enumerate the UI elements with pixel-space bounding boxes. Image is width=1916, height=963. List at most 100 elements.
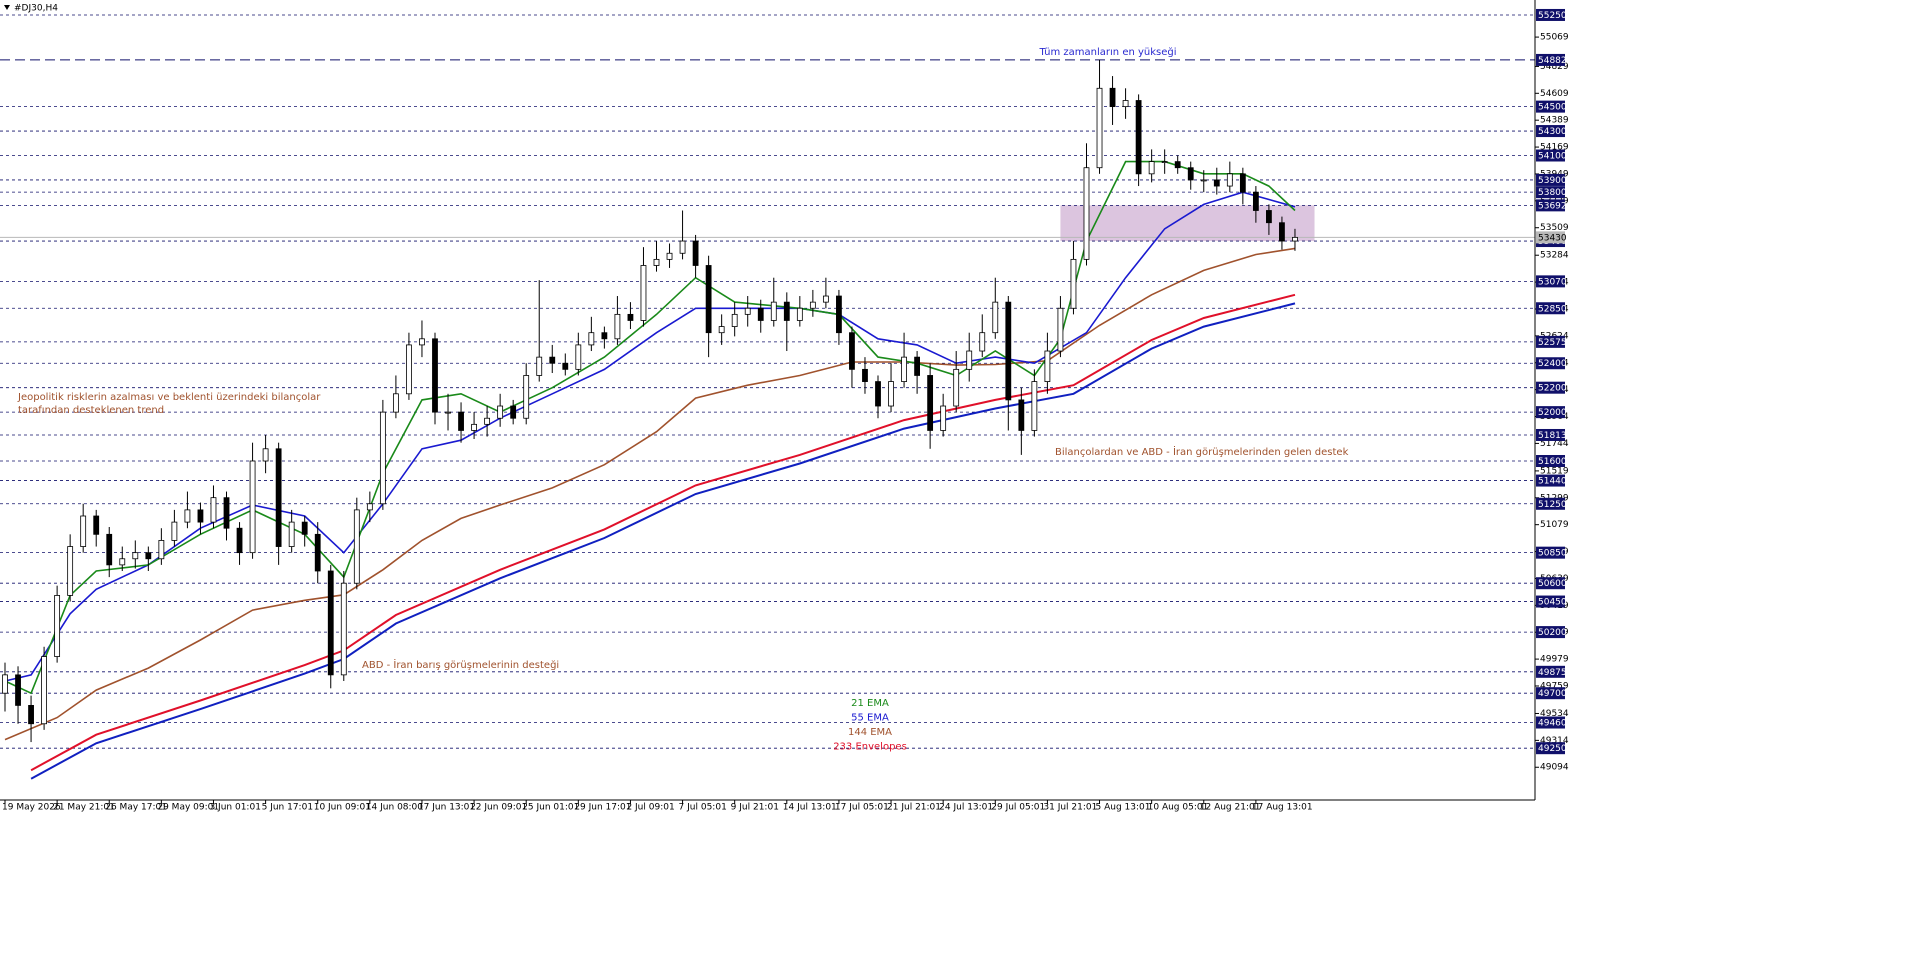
level-label: 51813: [1538, 431, 1567, 441]
support-zone: [1060, 205, 1315, 242]
candle-body: [901, 356, 907, 382]
level-label: 52200: [1538, 384, 1567, 394]
level-label: 53692: [1538, 201, 1567, 211]
candle-body: [1148, 161, 1155, 175]
level-label-box: [1536, 577, 1565, 590]
candle-body: [653, 258, 660, 266]
y-tick-label: 54169: [1540, 143, 1569, 153]
x-tick-label: 17 Jun 13:01: [418, 803, 475, 813]
candle-body: [836, 295, 842, 334]
level-label: 51600: [1538, 457, 1567, 467]
x-tick-label: 25 Jun 01:01: [522, 803, 579, 813]
level-label-box: [1536, 687, 1565, 700]
x-tick-label: 3 Jun 01:01: [209, 803, 260, 813]
x-tick-label: 9 Jul 21:01: [731, 803, 779, 813]
candle-body: [366, 503, 373, 511]
candle-body: [1122, 100, 1129, 108]
candle-body: [484, 417, 491, 425]
level-label-box: [1536, 357, 1565, 370]
level-label-box: [1536, 302, 1565, 315]
x-tick-label: 17 Aug 13:01: [1252, 803, 1313, 813]
level-label: 51440: [1538, 477, 1567, 487]
y-tick-label: 51744: [1540, 439, 1569, 449]
candle-body: [796, 307, 803, 321]
candle-body: [849, 332, 855, 370]
candle-body: [1161, 161, 1168, 164]
level-label: 52000: [1538, 408, 1567, 418]
level-label-box: [1536, 199, 1565, 212]
level-label: 54500: [1538, 103, 1567, 113]
candle-body: [992, 301, 999, 334]
candle-body: [744, 307, 751, 315]
level-label-box: [1536, 275, 1565, 288]
level-label: 52575: [1538, 338, 1567, 348]
y-tick-label: 54829: [1540, 62, 1569, 72]
candle-body: [536, 356, 543, 376]
annotation: Jeopolitik risklerin azalması ve beklent…: [17, 392, 321, 403]
level-label: 49700: [1538, 689, 1567, 699]
x-tick-label: 7 Jul 05:01: [679, 803, 727, 813]
candle-body: [562, 362, 569, 370]
candle-body: [914, 356, 920, 376]
x-tick-label: 17 Jul 05:01: [835, 803, 889, 813]
candle-body: [353, 509, 360, 584]
level-label: 50450: [1538, 598, 1567, 608]
candle-body: [940, 405, 947, 431]
ma-line: [30, 293, 1296, 772]
candle-body: [1109, 87, 1116, 108]
candle-body: [575, 344, 582, 370]
candle-body: [770, 301, 777, 321]
x-tick-label: 5 Jun 17:01: [262, 803, 313, 813]
x-tick-label: 29 Jul 05:01: [991, 803, 1045, 813]
candle-body: [54, 595, 61, 657]
level-label-box: [1536, 381, 1565, 394]
candle-body: [1044, 350, 1051, 382]
x-tick-label: 29 Jun 17:01: [574, 803, 631, 813]
y-tick-label: 49979: [1540, 655, 1569, 665]
ma-line: [4, 247, 1296, 741]
y-tick-label: 53509: [1540, 223, 1569, 233]
candle-body: [1266, 210, 1272, 224]
candle-body: [1031, 381, 1038, 431]
level-label-box: [1536, 125, 1565, 138]
annotation: ABD - İran barış görüşmelerinin desteği: [362, 658, 559, 671]
y-tick-label: 49759: [1540, 681, 1569, 691]
candle-body: [67, 546, 74, 596]
level-label: 51250: [1538, 500, 1567, 510]
level-label: 52850: [1538, 304, 1567, 314]
candle-body: [875, 381, 881, 407]
legend-entry: 21 EMA: [851, 698, 889, 709]
candle-body: [1018, 399, 1025, 431]
candle-body: [80, 515, 87, 547]
x-tick-label: 14 Jun 08:00: [366, 803, 423, 813]
level-label-box: [1536, 546, 1565, 559]
annotation: Bilançolardan ve ABD - İran görüşmelerin…: [1055, 445, 1349, 458]
current-price-label-box: [1536, 231, 1565, 244]
candle-body: [1292, 236, 1298, 242]
x-tick-label: 2 Jul 09:01: [626, 803, 674, 813]
x-tick-label: 10 Jun 09:01: [314, 803, 371, 813]
candle-body: [718, 326, 725, 334]
x-tick-label: 21 May 21:01: [53, 803, 115, 813]
level-label: 49250: [1538, 744, 1567, 754]
candle-body: [1005, 301, 1012, 401]
level-label-box: [1536, 173, 1565, 186]
ath-label-box: [1536, 53, 1565, 66]
candle-body: [1057, 307, 1064, 352]
candle-body: [953, 368, 960, 407]
level-label: 50850: [1538, 549, 1567, 559]
candle-body: [197, 509, 204, 523]
level-label-box: [1536, 406, 1565, 419]
candle-body: [601, 332, 608, 340]
x-tick-label: 29 May 09:01: [157, 803, 219, 813]
candle-body: [106, 533, 113, 566]
candle-body: [392, 393, 399, 413]
candle-body: [1213, 179, 1220, 187]
candle-body: [549, 356, 556, 364]
candle-body: [692, 240, 699, 266]
candle-body: [28, 705, 34, 725]
candle-body: [757, 307, 764, 321]
level-label-box: [1536, 595, 1565, 608]
candle-body: [1239, 173, 1246, 193]
